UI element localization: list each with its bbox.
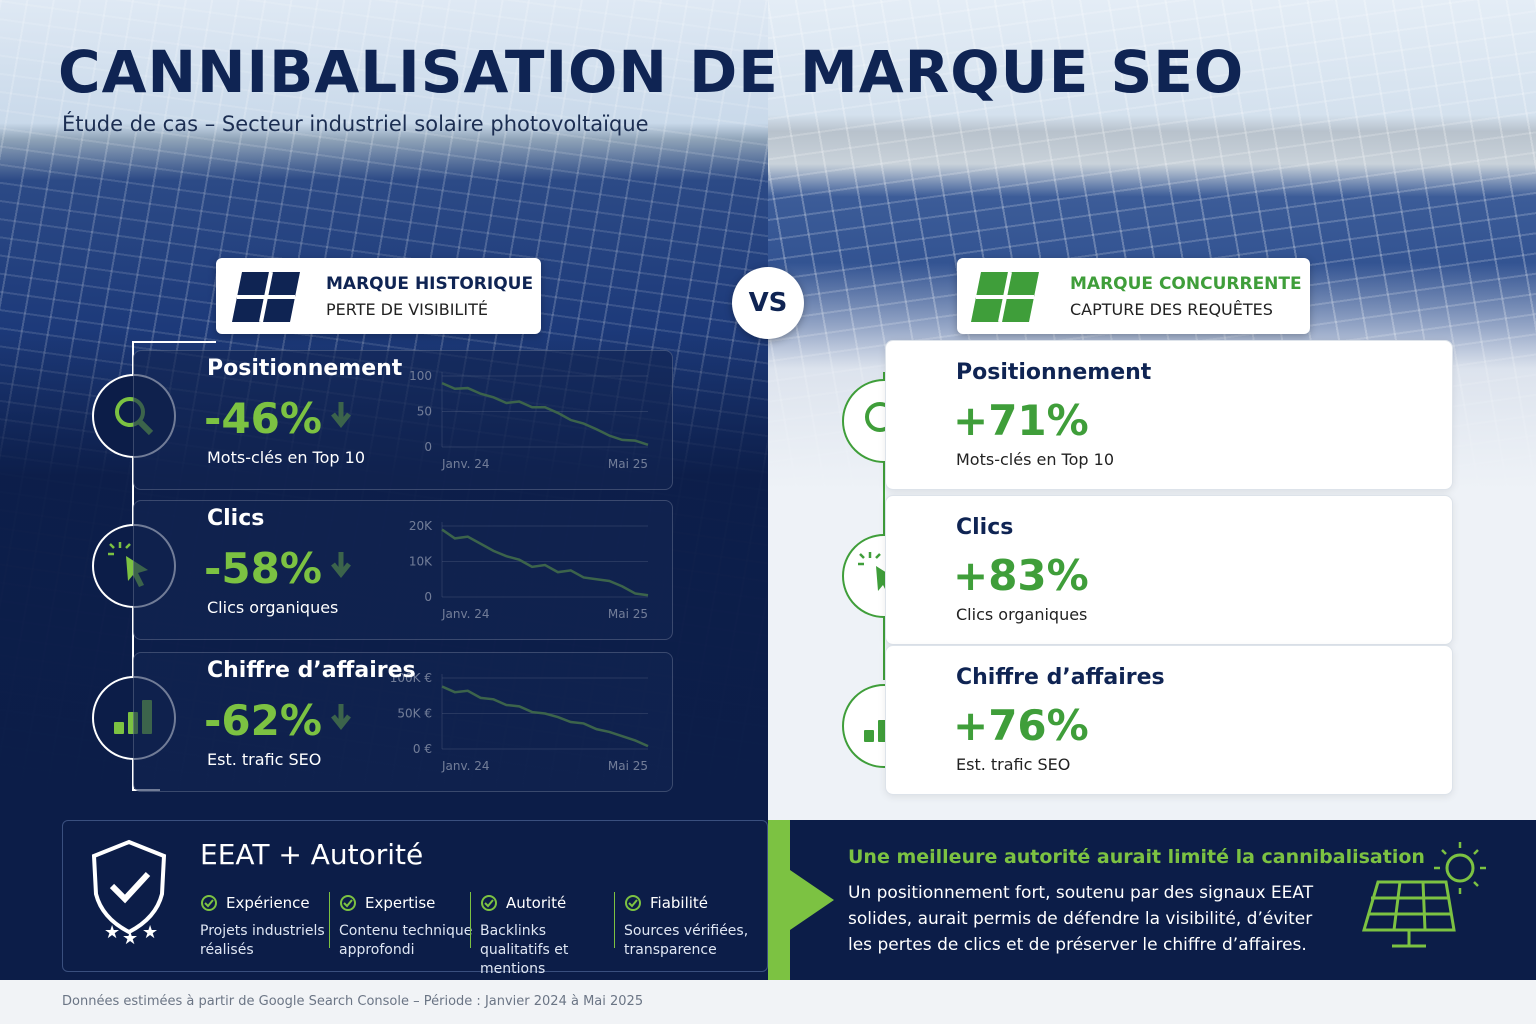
eeat-item-text: Contenu technique approfondi xyxy=(339,923,473,958)
bars-icon xyxy=(114,722,124,734)
brand-subtitle: PERTE DE VISIBILITÉ xyxy=(326,300,488,319)
eeat-item: Expérience Projets industriels réalisés xyxy=(200,894,340,960)
metric-card xyxy=(885,495,1453,645)
metric-card xyxy=(885,340,1453,490)
eeat-item-title: Autorité xyxy=(506,894,567,912)
page-subtitle: Étude de cas – Secteur industriel solair… xyxy=(62,112,649,136)
check-icon xyxy=(340,895,356,911)
eeat-item-text: Projets industriels réalisés xyxy=(200,923,325,958)
footer-bar xyxy=(0,980,1536,1024)
cursor-icon xyxy=(108,542,131,556)
shield-icon: ★ ★ ★ xyxy=(91,839,167,948)
metric-card xyxy=(133,350,673,490)
svg-text:★: ★ xyxy=(142,922,158,943)
page-title: CANNIBALISATION DE MARQUE SEO xyxy=(58,38,1245,106)
brand-subtitle: CAPTURE DES REQUÊTES xyxy=(1070,300,1273,319)
metric-change: +71% xyxy=(953,396,1089,445)
eeat-item: Fiabilité Sources vérifiées, transparence xyxy=(624,894,764,960)
metric-change: +76% xyxy=(953,701,1089,750)
svg-text:★: ★ xyxy=(104,922,120,943)
eeat-item: Autorité Backlinks qualitatifs et mention… xyxy=(480,894,620,979)
footer-text: Données estimées à partir de Google Sear… xyxy=(62,994,644,1009)
check-icon xyxy=(484,899,494,908)
bars-icon xyxy=(864,730,874,742)
conclusion-title: Une meilleure autorité aurait limité la … xyxy=(848,846,1425,868)
metric-change: -62% xyxy=(204,696,322,745)
divider xyxy=(614,892,615,948)
metric-caption: Mots-clés en Top 10 xyxy=(207,448,365,467)
metric-label: Clics xyxy=(956,515,1014,540)
conclusion-box xyxy=(768,820,1536,980)
metric-label: Clics xyxy=(207,506,265,531)
metric-caption: Clics organiques xyxy=(956,605,1088,624)
metric-label: Positionnement xyxy=(207,356,403,381)
accent-arrow xyxy=(768,820,834,980)
metric-change: -46% xyxy=(204,394,322,443)
eeat-box xyxy=(62,820,768,972)
brand-badge: MARQUE CONCURRENTE CAPTURE DES REQUÊTES xyxy=(957,258,1310,334)
metric-caption: Clics organiques xyxy=(207,598,339,617)
panel-icon xyxy=(232,271,300,323)
divider xyxy=(470,892,471,948)
check-icon xyxy=(628,899,638,908)
eeat-item-title: Expertise xyxy=(365,894,436,912)
brand-title: MARQUE CONCURRENTE xyxy=(1070,274,1302,294)
eeat-item-title: Expérience xyxy=(226,894,310,912)
metric-label: Chiffre d’affaires xyxy=(956,665,1165,690)
metric-change: +83% xyxy=(953,551,1089,600)
check-icon xyxy=(343,899,353,908)
eeat-title: EEAT + Autorité xyxy=(200,838,424,871)
svg-text:★: ★ xyxy=(122,928,138,948)
check-icon xyxy=(204,899,214,908)
eeat-item: Expertise Contenu technique approfondi xyxy=(339,894,479,960)
cursor-icon xyxy=(858,552,881,566)
metric-label: Chiffre d’affaires xyxy=(207,658,416,683)
metric-label: Positionnement xyxy=(956,360,1152,385)
check-icon xyxy=(481,895,497,911)
metric-card xyxy=(133,500,673,640)
metric-card xyxy=(133,652,673,792)
check-icon xyxy=(625,895,641,911)
eeat-item-title: Fiabilité xyxy=(650,894,709,912)
metric-change: -58% xyxy=(204,544,322,593)
vs-badge: VS xyxy=(732,267,804,339)
metric-card xyxy=(885,645,1453,795)
divider xyxy=(329,892,330,948)
metric-caption: Est. trafic SEO xyxy=(956,755,1071,774)
check-icon xyxy=(201,895,217,911)
metric-caption: Est. trafic SEO xyxy=(207,750,322,769)
eeat-item-text: Backlinks qualitatifs et mentions xyxy=(480,923,569,977)
brand-title: MARQUE HISTORIQUE xyxy=(326,274,534,294)
eeat-item-text: Sources vérifiées, transparence xyxy=(624,923,749,958)
panel-icon xyxy=(971,271,1039,323)
solar-icon xyxy=(1362,842,1486,948)
metric-caption: Mots-clés en Top 10 xyxy=(956,450,1114,469)
brand-badge: MARQUE HISTORIQUE PERTE DE VISIBILITÉ xyxy=(216,258,541,334)
conclusion-text: Un positionnement fort, soutenu par des … xyxy=(848,883,1314,955)
